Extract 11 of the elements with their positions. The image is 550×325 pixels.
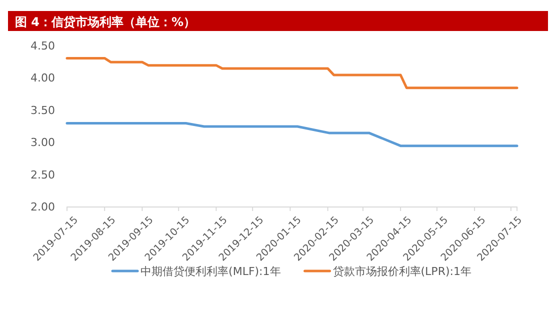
y-tick-label: 3.50 [30, 104, 55, 117]
legend-label: 中期借贷便利利率(MLF):1年 [140, 265, 281, 278]
y-tick-label: 2.50 [30, 168, 55, 182]
line-series [66, 56, 518, 90]
line-series [66, 122, 518, 148]
chart-title: 图 4：信贷市场利率（单位：%） [15, 15, 196, 29]
legend-label: 贷款市场报价利率(LPR):1年 [332, 265, 472, 278]
y-tick-label: 2.00 [30, 200, 55, 214]
y-tick-label: 4.50 [30, 40, 55, 53]
y-tick-label: 4.00 [30, 72, 55, 85]
y-tick-label: 3.00 [30, 136, 55, 150]
